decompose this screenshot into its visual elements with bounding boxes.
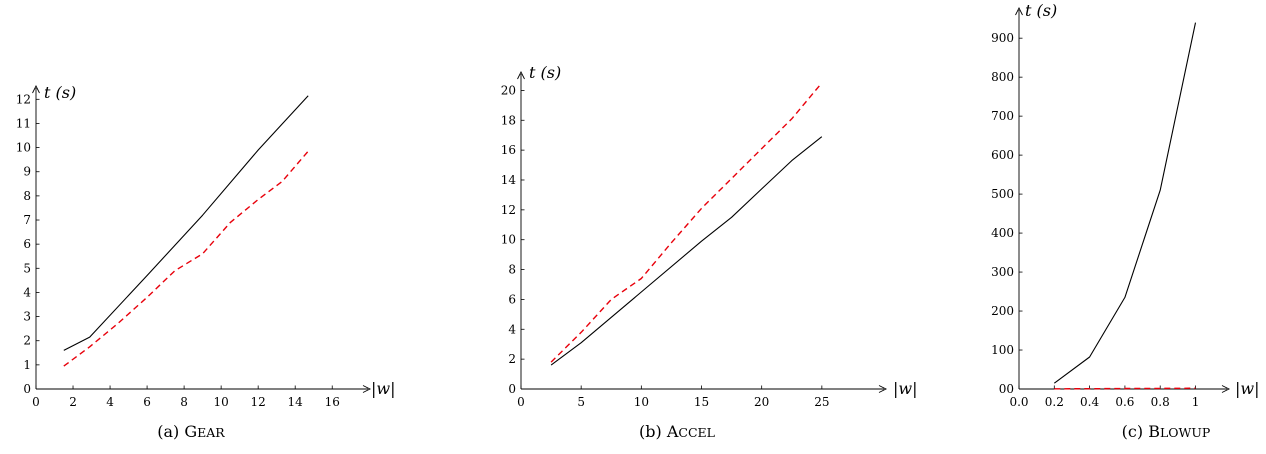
x-tick-label: 0.4	[1080, 395, 1099, 409]
x-tick-label: 1	[1192, 395, 1200, 409]
y-tick-label: 00	[999, 382, 1014, 396]
subfigure-caption: (a) GEAR	[157, 422, 225, 441]
series-dashed-line	[550, 82, 823, 363]
y-axis-arrow	[1015, 6, 1023, 16]
y-tick-label: 3	[23, 310, 31, 324]
x-tick-label: 8	[180, 395, 188, 409]
y-tick-label: 1	[23, 358, 31, 372]
y-tick-label: 900	[991, 31, 1014, 45]
x-tick-label: 0.6	[1115, 395, 1134, 409]
y-tick-label: 100	[991, 343, 1014, 357]
chart-3: 0.0 0.2 0.4 0.6 0.8 1001002003004005006007008…	[991, 1, 1259, 441]
series-dashed-line	[1054, 387, 1196, 390]
y-tick-label: 2	[23, 334, 31, 348]
x-axis-arrow	[878, 385, 888, 393]
y-axis-label: t (s)	[529, 63, 561, 82]
x-tick-label: 16	[325, 395, 340, 409]
x-tick-label: 0.8	[1151, 395, 1170, 409]
y-axis-arrow	[32, 84, 40, 94]
x-tick-label: 0	[517, 395, 525, 409]
y-tick-label: 18	[501, 113, 516, 127]
x-tick-label: 10	[214, 395, 229, 409]
y-tick-label: 11	[16, 116, 31, 130]
x-axis-arrow	[362, 385, 372, 393]
x-tick-label: 14	[288, 395, 304, 409]
y-tick-label: 8	[23, 189, 31, 203]
subfigure-caption: (b) ACCEL	[639, 422, 715, 441]
series-solid-line	[550, 136, 823, 366]
series-solid-line	[1053, 22, 1197, 384]
y-tick-label: 0	[23, 382, 31, 396]
y-axis-label: t (s)	[1025, 1, 1057, 20]
y-tick-label: 20	[501, 83, 516, 97]
y-tick-label: 2	[508, 352, 516, 366]
x-tick-label: 20	[754, 395, 769, 409]
x-axis-label: |w|	[1235, 379, 1259, 398]
y-axis-arrow	[517, 70, 525, 80]
y-tick-label: 10	[501, 233, 516, 247]
x-tick-label: 0	[32, 395, 40, 409]
y-tick-label: 10	[16, 141, 31, 155]
y-tick-label: 400	[991, 226, 1014, 240]
y-tick-label: 14	[501, 173, 517, 187]
y-tick-label: 6	[508, 292, 516, 306]
y-tick-label: 500	[991, 187, 1014, 201]
subfigure-caption: (c) BLOWUP	[1122, 422, 1211, 441]
y-tick-label: 8	[508, 263, 516, 277]
x-axis-label: |w|	[893, 379, 917, 398]
y-tick-label: 6	[23, 237, 31, 251]
x-tick-label: 6	[143, 395, 151, 409]
y-tick-label: 700	[991, 109, 1014, 123]
x-tick-label: 5	[577, 395, 585, 409]
x-tick-label: 25	[814, 395, 829, 409]
x-axis-arrow	[1221, 385, 1231, 393]
x-tick-label: 0.0	[1009, 395, 1028, 409]
x-tick-label: 4	[106, 395, 114, 409]
y-tick-label: 9	[23, 165, 31, 179]
y-tick-label: 4	[508, 322, 516, 336]
x-tick-label: 2	[69, 395, 77, 409]
x-tick-label: 0.2	[1045, 395, 1064, 409]
y-tick-label: 7	[23, 213, 31, 227]
y-tick-label: 300	[991, 265, 1014, 279]
y-axis-label: t (s)	[44, 83, 76, 102]
x-tick-label: 10	[634, 395, 649, 409]
x-tick-label: 12	[251, 395, 266, 409]
y-tick-label: 5	[23, 261, 31, 275]
y-tick-label: 12	[501, 203, 516, 217]
chart-2: 0 5 10 15 20 25 0 2 4 6 8 10 12 14 16 18 20 t (s) |w| (b) A…	[501, 63, 918, 441]
y-tick-label: 200	[991, 304, 1014, 318]
x-axis-label: |w|	[371, 379, 395, 398]
y-tick-label: 4	[23, 285, 31, 299]
series-dashed-line	[63, 150, 309, 367]
y-tick-label: 12	[16, 92, 31, 106]
series-solid-line	[63, 95, 309, 351]
y-tick-label: 0	[508, 382, 516, 396]
y-tick-label: 16	[501, 143, 516, 157]
y-tick-label: 800	[991, 70, 1014, 84]
x-tick-label: 15	[694, 395, 709, 409]
y-tick-label: 600	[991, 148, 1014, 162]
